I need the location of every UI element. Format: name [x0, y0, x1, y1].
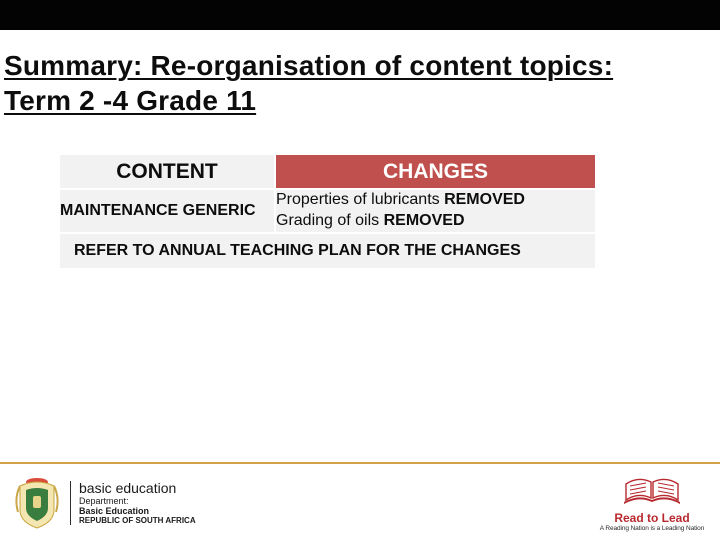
content-table: CONTENT CHANGES MAINTENANCE GENERIC Prop… [60, 155, 595, 268]
dept-text: basic education Department: Basic Educat… [70, 481, 196, 526]
span-cell: REFER TO ANNUAL TEACHING PLAN FOR THE CH… [60, 233, 595, 268]
dept-line-3: Basic Education [79, 507, 196, 516]
change-line-1b: REMOVED [444, 191, 525, 208]
coat-of-arms-icon [14, 476, 60, 530]
dept-logo: basic education Department: Basic Educat… [14, 476, 196, 530]
change-line-1a: Properties of lubricants [276, 191, 444, 208]
title-line-1: Summary: Re-organisation of content topi… [4, 48, 716, 83]
change-line-2b: REMOVED [384, 212, 465, 229]
table-row: MAINTENANCE GENERIC Properties of lubric… [60, 189, 595, 233]
footer-rule [0, 462, 720, 464]
footer: basic education Department: Basic Educat… [0, 462, 720, 540]
dept-line-4: REPUBLIC OF SOUTH AFRICA [79, 517, 196, 525]
cell-changes: Properties of lubricants REMOVED Grading… [275, 189, 595, 233]
rtl-title: Read to Lead [598, 512, 706, 524]
open-book-icon [620, 474, 684, 510]
title-line-2: Term 2 -4 Grade 11 [4, 83, 716, 118]
header-content: CONTENT [60, 155, 275, 189]
read-to-lead-logo: Read to Lead A Reading Nation is a Leadi… [598, 474, 706, 532]
change-line-2a: Grading of oils [276, 212, 384, 229]
top-bar [0, 0, 720, 30]
table-span-row: REFER TO ANNUAL TEACHING PLAN FOR THE CH… [60, 233, 595, 268]
dept-line-1: basic education [79, 481, 196, 496]
rtl-sub: A Reading Nation is a Leading Nation [598, 525, 706, 532]
header-changes: CHANGES [275, 155, 595, 189]
cell-content: MAINTENANCE GENERIC [60, 189, 275, 233]
table-header-row: CONTENT CHANGES [60, 155, 595, 189]
page-title: Summary: Re-organisation of content topi… [4, 48, 716, 118]
